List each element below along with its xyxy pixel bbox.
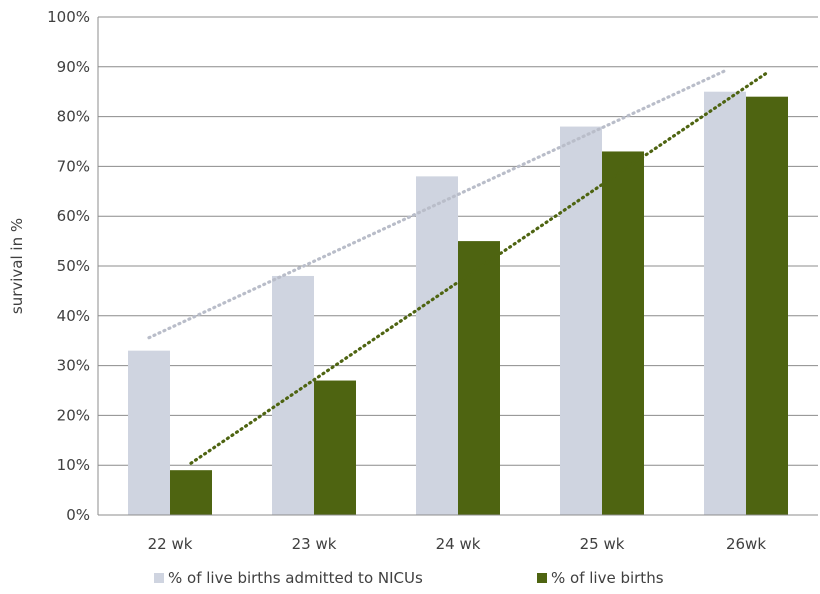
y-tick-label: 80% xyxy=(57,108,90,126)
y-axis-title: survival in % xyxy=(8,218,26,314)
x-tick-label: 22 wk xyxy=(148,535,193,553)
legend-swatch-live-births xyxy=(537,573,547,583)
legend: % of live births admitted to NICUs % of l… xyxy=(154,569,664,587)
x-tick-label: 23 wk xyxy=(292,535,337,553)
bar-live-births-3 xyxy=(602,151,644,515)
bar-live-births-1 xyxy=(314,380,356,515)
x-axis-ticks: 22 wk 23 wk 24 wk 25 wk 26wk xyxy=(148,535,767,553)
y-tick-label: 60% xyxy=(57,207,90,225)
trendline-live-births xyxy=(189,71,769,465)
bar-live-births-4 xyxy=(746,96,788,516)
bar-live-births-2 xyxy=(458,241,500,515)
bar-live-births-0 xyxy=(170,470,212,515)
legend-label-live-births: % of live births xyxy=(551,569,664,587)
y-tick-label: 20% xyxy=(57,406,90,424)
y-tick-label: 10% xyxy=(57,456,90,474)
legend-swatch-nicu xyxy=(154,573,164,583)
y-tick-label: 30% xyxy=(57,357,90,375)
y-tick-label: 40% xyxy=(57,307,90,325)
y-tick-label: 50% xyxy=(57,257,90,275)
y-tick-label: 100% xyxy=(47,8,90,26)
bar-nicu-3 xyxy=(560,126,602,515)
y-tick-label: 0% xyxy=(66,506,90,524)
x-tick-label: 26wk xyxy=(726,535,766,553)
y-tick-label: 70% xyxy=(57,157,90,175)
trendlines xyxy=(98,69,818,516)
x-tick-label: 24 wk xyxy=(436,535,481,553)
y-tick-label: 90% xyxy=(57,58,90,76)
trendline-nicu xyxy=(147,69,727,340)
bar-nicu-0 xyxy=(128,350,170,515)
bar-nicu-4 xyxy=(704,91,746,515)
legend-label-nicu: % of live births admitted to NICUs xyxy=(168,569,423,587)
bars xyxy=(128,91,788,516)
bar-nicu-2 xyxy=(416,176,458,516)
x-tick-label: 25 wk xyxy=(580,535,625,553)
y-axis-ticks: 0% 10% 20% 30% 40% 50% 60% 70% 80% 90% 100% xyxy=(47,8,90,524)
